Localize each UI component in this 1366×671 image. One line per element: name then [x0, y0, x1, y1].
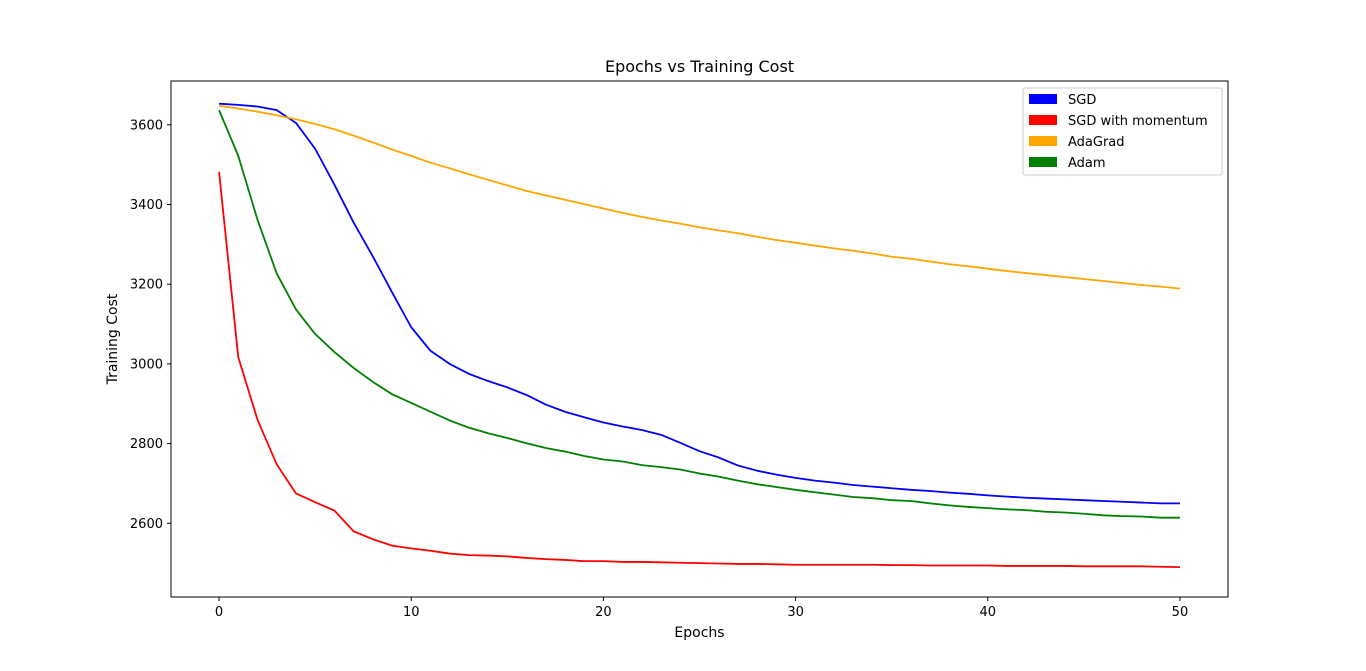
- y-axis-label: Training Cost: [105, 293, 121, 385]
- legend-label: SGD with momentum: [1068, 114, 1208, 129]
- chart-title: Epochs vs Training Cost: [605, 57, 794, 76]
- x-tick-label: 30: [787, 605, 804, 620]
- series-line-3: [218, 109, 1180, 519]
- legend-label: AdaGrad: [1068, 135, 1125, 150]
- series-line-1: [218, 171, 1180, 569]
- y-tick-label: 3200: [130, 278, 163, 293]
- y-tick-label: 3600: [130, 118, 163, 133]
- legend-swatch: [1029, 94, 1057, 104]
- legend-label: Adam: [1068, 156, 1106, 171]
- x-tick-label: 0: [215, 605, 223, 620]
- series-line-2: [218, 104, 1181, 290]
- y-tick-label: 2800: [130, 437, 163, 452]
- axes-frame: [170, 80, 1229, 598]
- legend-label: SGD: [1068, 93, 1096, 108]
- x-tick-label: 50: [1172, 605, 1189, 620]
- plot-area: 0 10 20 30 40 50 2600 2800 3000 3200 3400 3600: [130, 80, 1229, 620]
- legend-swatch: [1029, 115, 1057, 125]
- legend-box: [1022, 87, 1223, 176]
- series-line-0: [218, 102, 1180, 505]
- legend: SGD SGD with momentum AdaGrad Adam: [1022, 87, 1223, 176]
- legend-swatch: [1029, 157, 1057, 167]
- y-tick-label: 3000: [130, 357, 163, 372]
- x-tick-label: 40: [979, 605, 996, 620]
- x-tick-label: 10: [403, 605, 420, 620]
- legend-swatch: [1029, 136, 1057, 146]
- y-tick-label: 3400: [130, 198, 163, 213]
- y-tick-label: 2600: [130, 517, 163, 532]
- x-axis-label: Epochs: [674, 625, 724, 641]
- x-tick-label: 20: [595, 605, 612, 620]
